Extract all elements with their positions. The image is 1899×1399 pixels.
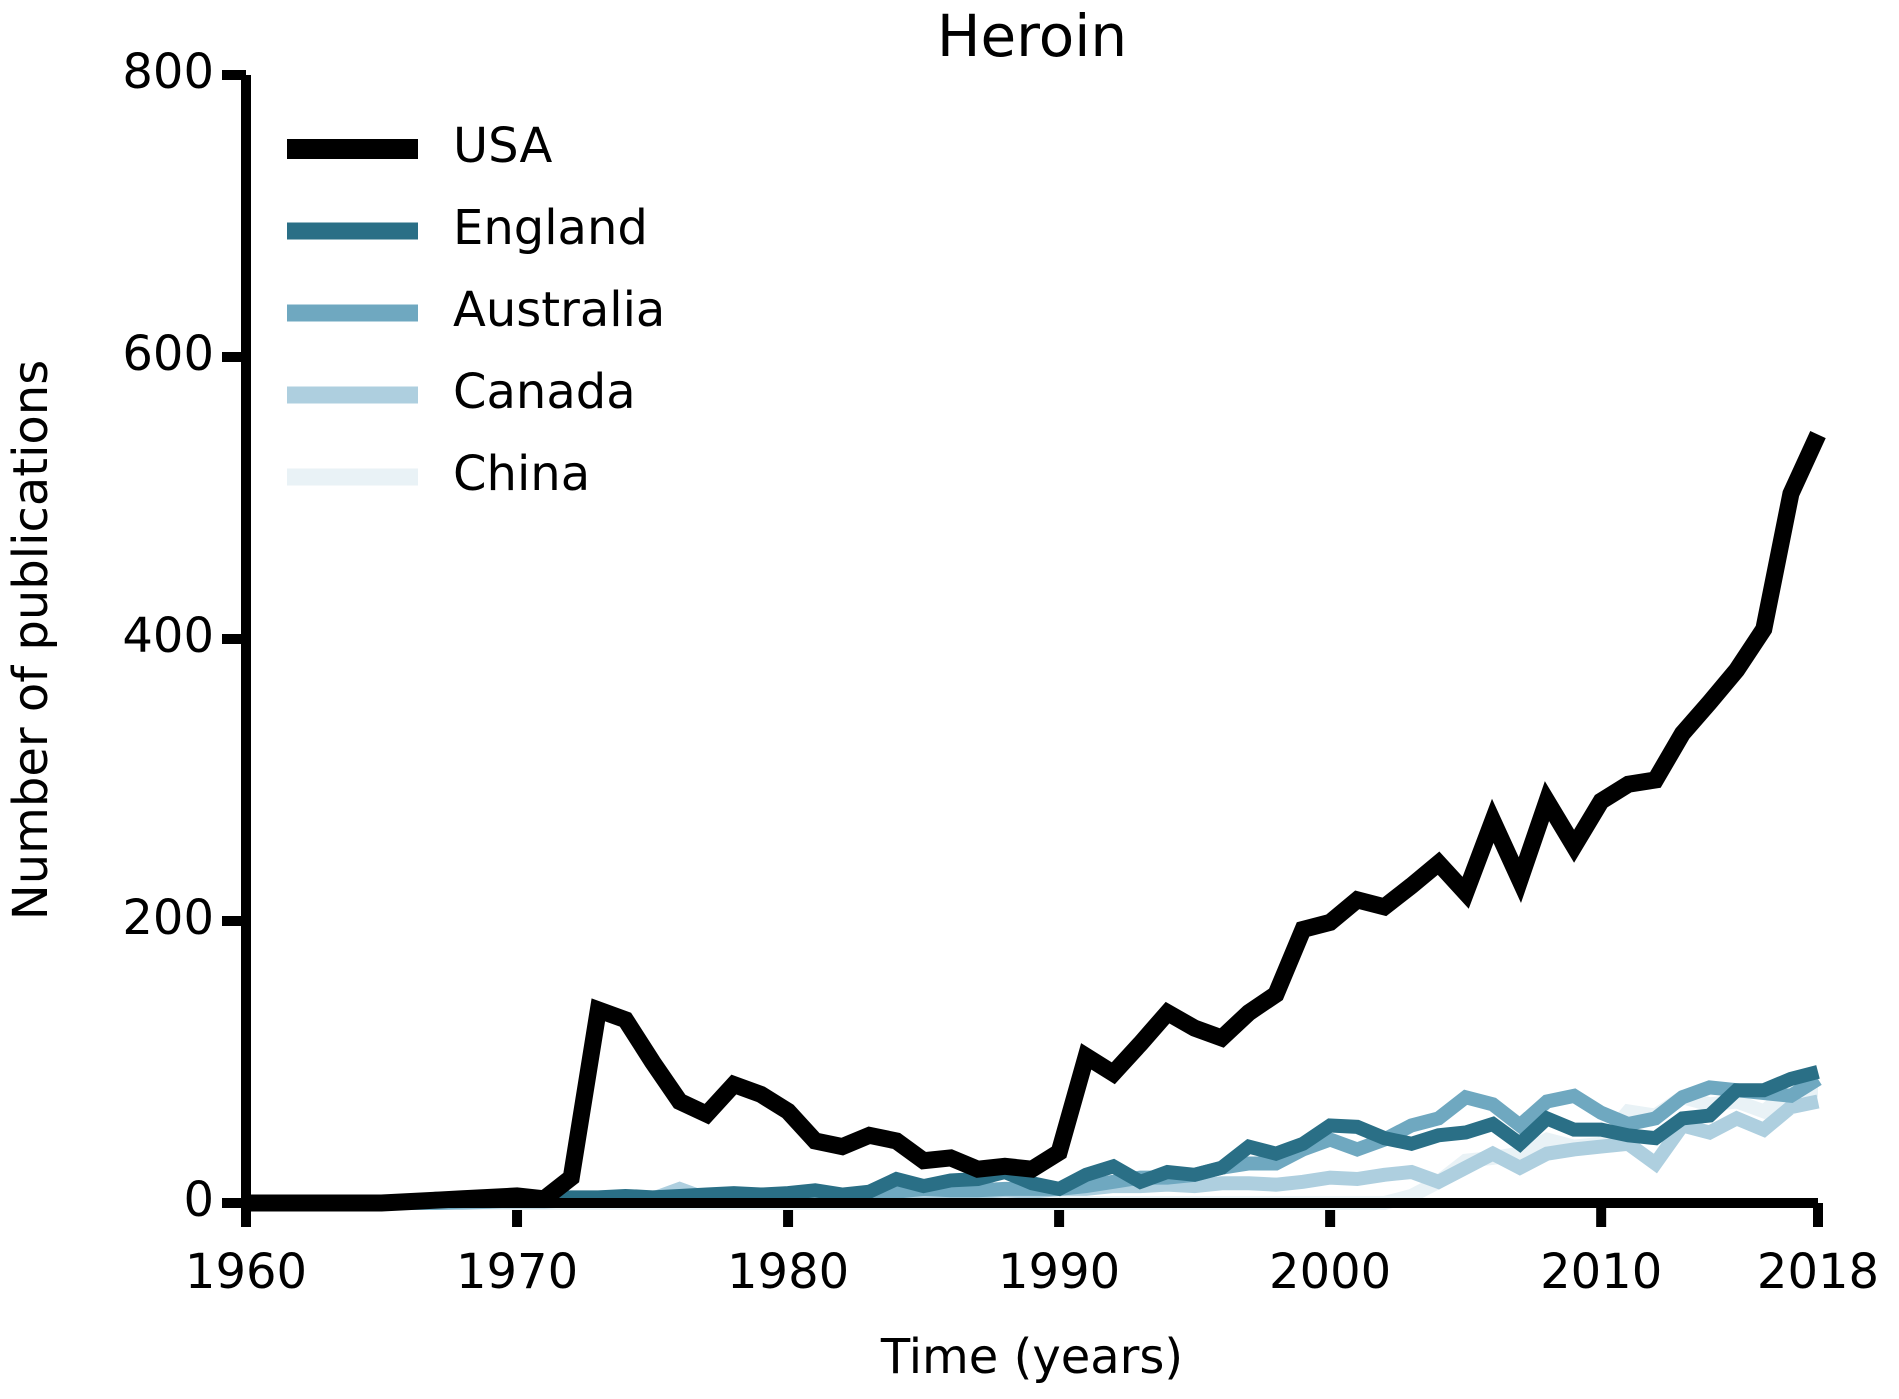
x-tick-label: 1960 <box>185 1244 307 1300</box>
legend-label: Canada <box>453 364 636 420</box>
legend-label: USA <box>453 118 552 174</box>
x-tick-label: 1980 <box>727 1244 849 1300</box>
x-tick-label: 2018 <box>1757 1244 1879 1300</box>
chart-title: Heroin <box>937 2 1127 70</box>
series-line <box>246 431 1826 1212</box>
legend-label: China <box>453 446 590 502</box>
y-tick-label: 0 <box>183 1172 214 1228</box>
axes-spine <box>241 75 1818 1208</box>
y-tick-label: 800 <box>122 44 214 100</box>
series-line <box>246 1065 1820 1210</box>
x-tick-label: 2010 <box>1540 1244 1662 1300</box>
x-tick-label: 1990 <box>998 1244 1120 1300</box>
y-tick-label: 600 <box>122 326 214 382</box>
legend-label: England <box>453 200 648 256</box>
x-tick-label: 1970 <box>456 1244 578 1300</box>
y-tick-label: 200 <box>122 890 214 946</box>
legend-label: Australia <box>453 282 665 338</box>
y-tick-label: 400 <box>122 608 214 664</box>
x-axis-label: Time (years) <box>880 1329 1183 1385</box>
x-tick-label: 2000 <box>1269 1244 1391 1300</box>
y-axis-label: Number of publications <box>3 360 59 920</box>
